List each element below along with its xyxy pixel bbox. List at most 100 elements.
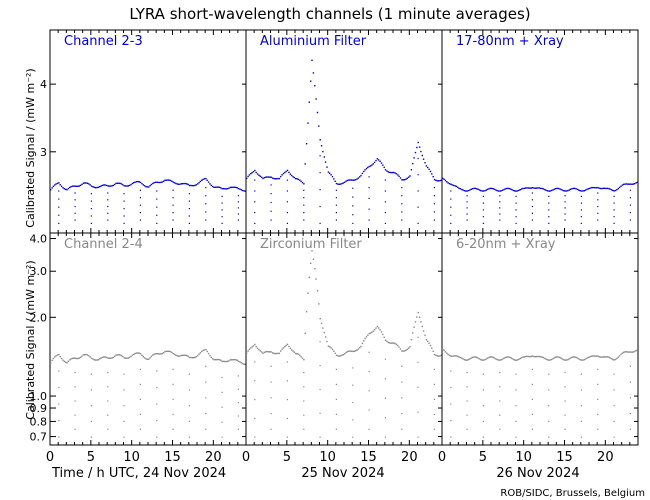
- data-point: [491, 356, 493, 358]
- data-point: [119, 354, 121, 356]
- data-point: [271, 177, 274, 179]
- data-point: [597, 355, 599, 357]
- dip-point: [482, 405, 484, 407]
- data-point: [115, 182, 117, 185]
- data-point: [548, 359, 550, 361]
- dip-point: [172, 204, 174, 206]
- data-point: [541, 187, 543, 190]
- data-point: [92, 358, 94, 360]
- data-point: [613, 359, 615, 361]
- data-point: [118, 182, 120, 184]
- dip-point: [254, 212, 256, 214]
- data-point: [545, 189, 547, 191]
- y-tick-label: 1.0: [30, 390, 48, 403]
- data-point: [455, 355, 457, 357]
- data-point: [356, 178, 358, 180]
- data-point: [292, 350, 294, 352]
- data-point: [636, 181, 638, 183]
- data-point: [160, 353, 162, 355]
- data-point: [572, 356, 575, 358]
- dip-point: [74, 212, 76, 214]
- data-point: [301, 357, 304, 359]
- dip-point: [368, 428, 370, 430]
- data-point: [344, 181, 346, 183]
- dip-point: [188, 389, 190, 391]
- data-point: [526, 355, 528, 358]
- dip-point: [401, 397, 403, 399]
- data-point: [289, 347, 291, 350]
- data-point: [213, 359, 215, 361]
- dip-point: [352, 401, 354, 404]
- data-point: [478, 358, 481, 360]
- dip-point: [221, 202, 223, 204]
- data-point: [307, 292, 309, 294]
- dip-point: [597, 205, 599, 208]
- data-point: [625, 183, 628, 185]
- data-point: [90, 357, 93, 359]
- data-point: [50, 189, 52, 191]
- data-point: [360, 345, 362, 348]
- data-point: [107, 185, 109, 187]
- dip-point: [74, 219, 76, 221]
- dip-point: [58, 386, 60, 389]
- data-point: [226, 360, 229, 363]
- dip-point: [368, 409, 370, 411]
- data-point: [293, 176, 295, 179]
- data-point: [115, 354, 117, 356]
- data-point: [425, 165, 428, 167]
- data-point: [365, 167, 368, 170]
- data-point: [553, 357, 555, 359]
- data-point: [94, 187, 97, 189]
- data-point: [263, 177, 266, 179]
- data-point: [119, 182, 121, 185]
- dip-point: [564, 207, 566, 209]
- data-point: [124, 185, 127, 187]
- data-point: [179, 355, 181, 357]
- data-point: [608, 187, 610, 190]
- data-point: [467, 358, 470, 361]
- data-point: [526, 187, 528, 189]
- data-point: [367, 166, 369, 169]
- dip-point: [401, 203, 403, 205]
- data-point: [538, 187, 540, 189]
- dip-point: [286, 201, 288, 203]
- data-point: [130, 183, 132, 186]
- data-point: [290, 174, 293, 177]
- dip-point: [466, 428, 468, 430]
- data-point: [495, 189, 497, 191]
- data-point: [82, 182, 85, 184]
- data-point: [520, 357, 523, 359]
- data-point: [150, 355, 153, 358]
- data-point: [79, 356, 82, 358]
- data-point: [101, 184, 104, 187]
- data-point: [531, 355, 534, 357]
- data-point: [172, 352, 174, 355]
- data-point: [73, 357, 75, 359]
- data-point: [537, 187, 539, 189]
- dip-point: [368, 390, 370, 392]
- dip-point: [450, 190, 452, 192]
- dip-point: [450, 198, 452, 200]
- data-point: [525, 187, 527, 189]
- data-point: [246, 177, 248, 180]
- dip-point: [254, 222, 256, 224]
- dip-point: [384, 212, 386, 214]
- data-point: [120, 183, 123, 185]
- data-point: [635, 182, 637, 184]
- data-point: [380, 331, 383, 333]
- dip-point: [172, 197, 174, 199]
- dip-point: [156, 214, 158, 216]
- data-point: [58, 353, 60, 356]
- data-point: [416, 316, 418, 318]
- data-point: [602, 187, 604, 190]
- dip-point: [221, 406, 223, 408]
- data-point: [275, 178, 278, 180]
- data-point: [297, 178, 300, 181]
- data-point: [190, 184, 192, 187]
- data-point: [350, 350, 353, 352]
- data-point: [368, 332, 370, 335]
- data-point: [569, 188, 572, 190]
- data-point: [324, 161, 327, 163]
- dip-point: [107, 199, 109, 201]
- dip-point: [254, 201, 256, 203]
